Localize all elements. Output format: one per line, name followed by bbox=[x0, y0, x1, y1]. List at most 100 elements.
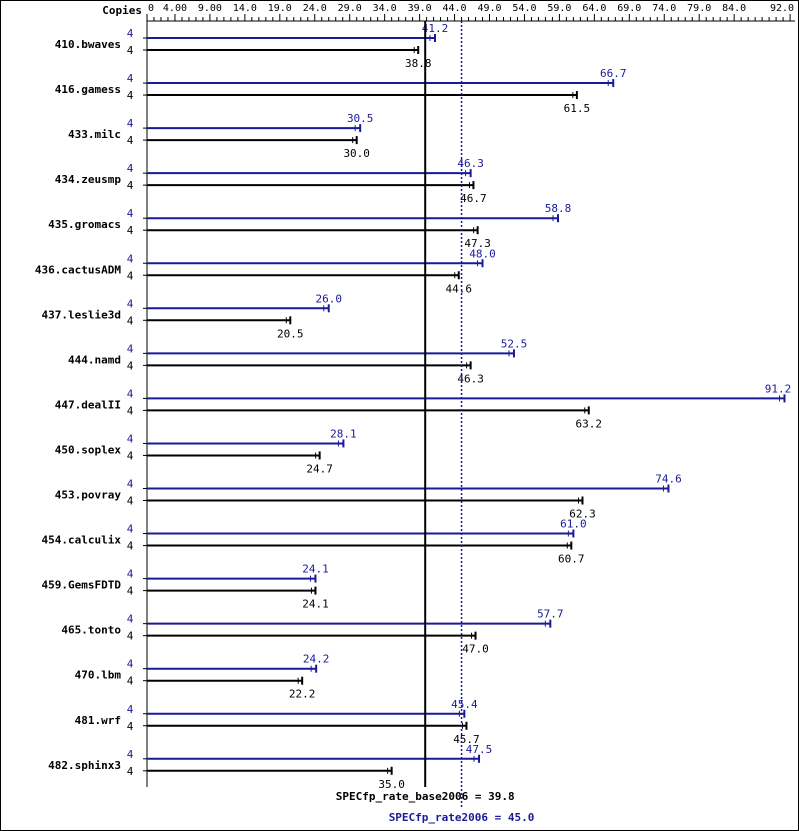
base-value-label: 30.0 bbox=[343, 147, 370, 160]
copies-base-label: 4 bbox=[127, 89, 134, 102]
copies-base-label: 4 bbox=[127, 585, 134, 598]
peak-value-label: 46.3 bbox=[457, 157, 484, 170]
x-tick-label: 19.0 bbox=[268, 3, 292, 14]
peak-value-label: 57.7 bbox=[537, 608, 564, 621]
peak-value-label: 61.0 bbox=[560, 518, 587, 531]
benchmark-label: 450.soplex bbox=[55, 443, 122, 456]
base-value-label: 24.7 bbox=[306, 462, 333, 475]
x-tick-label: 14.0 bbox=[233, 3, 257, 14]
copies-peak-label: 4 bbox=[127, 432, 134, 445]
copies-base-label: 4 bbox=[127, 765, 134, 778]
x-tick-label: 74.0 bbox=[652, 3, 676, 14]
base-value-label: 46.7 bbox=[460, 192, 487, 205]
x-tick-label: 79.0 bbox=[687, 3, 711, 14]
base-value-label: 62.3 bbox=[569, 508, 596, 521]
copies-base-label: 4 bbox=[127, 720, 134, 733]
copies-base-label: 4 bbox=[127, 540, 134, 553]
copies-peak-label: 4 bbox=[127, 72, 134, 85]
peak-value-label: 74.6 bbox=[655, 473, 682, 486]
base-value-label: 45.7 bbox=[453, 733, 480, 746]
copies-base-label: 4 bbox=[127, 495, 134, 508]
x-tick-label: 29.0 bbox=[338, 3, 362, 14]
x-tick-label: 9.00 bbox=[198, 3, 222, 14]
x-tick-label: 59.0 bbox=[547, 3, 571, 14]
copies-peak-label: 4 bbox=[127, 27, 134, 40]
peak-value-label: 26.0 bbox=[315, 292, 342, 305]
copies-peak-label: 4 bbox=[127, 207, 134, 220]
peak-value-label: 24.1 bbox=[302, 563, 329, 576]
benchmark-label: 459.GemsFDTD bbox=[42, 579, 122, 592]
base-value-label: 44.6 bbox=[446, 282, 473, 295]
peak-value-label: 47.5 bbox=[466, 743, 493, 756]
copies-base-label: 4 bbox=[127, 224, 134, 237]
peak-value-label: 48.0 bbox=[469, 247, 496, 260]
x-tick-label: 24.0 bbox=[303, 3, 327, 14]
copies-base-label: 4 bbox=[127, 314, 134, 327]
benchmark-label: 435.gromacs bbox=[48, 218, 121, 231]
copies-peak-label: 4 bbox=[127, 568, 134, 581]
benchmark-label: 436.cactusADM bbox=[35, 263, 121, 276]
copies-base-label: 4 bbox=[127, 269, 134, 282]
x-tick-label: 39.0 bbox=[408, 3, 432, 14]
base-reference-label: SPECfp_rate_base2006 = 39.8 bbox=[336, 790, 515, 803]
x-tick-label: 64.0 bbox=[582, 3, 606, 14]
peak-value-label: 41.2 bbox=[422, 22, 449, 35]
x-tick-label: 92.0 bbox=[770, 3, 794, 14]
base-value-label: 47.3 bbox=[464, 237, 491, 250]
peak-value-label: 30.5 bbox=[347, 112, 374, 125]
benchmark-label: 454.calculix bbox=[42, 534, 122, 547]
peak-value-label: 45.4 bbox=[451, 698, 478, 711]
benchmark-label: 410.bwaves bbox=[55, 38, 121, 51]
base-value-label: 22.2 bbox=[289, 688, 316, 701]
x-tick-label: 34.0 bbox=[373, 3, 397, 14]
base-value-label: 24.1 bbox=[302, 598, 329, 611]
base-value-label: 63.2 bbox=[576, 417, 603, 430]
copies-base-label: 4 bbox=[127, 404, 134, 417]
benchmark-label: 453.povray bbox=[55, 489, 122, 502]
copies-peak-label: 4 bbox=[127, 342, 134, 355]
peak-value-label: 28.1 bbox=[330, 427, 357, 440]
benchmark-label: 433.milc bbox=[68, 128, 121, 141]
x-tick-label: 44.0 bbox=[443, 3, 467, 14]
x-tick-label: 49.0 bbox=[477, 3, 501, 14]
base-value-label: 47.0 bbox=[462, 643, 489, 656]
copies-header: Copies bbox=[102, 4, 142, 17]
x-tick-label: 0 bbox=[148, 3, 154, 14]
base-value-label: 20.5 bbox=[277, 327, 304, 340]
copies-peak-label: 4 bbox=[127, 748, 134, 761]
peak-value-label: 24.2 bbox=[303, 653, 330, 666]
copies-base-label: 4 bbox=[127, 179, 134, 192]
base-value-label: 61.5 bbox=[564, 102, 591, 115]
copies-peak-label: 4 bbox=[127, 478, 134, 491]
benchmark-label: 437.leslie3d bbox=[42, 308, 121, 321]
copies-base-label: 4 bbox=[127, 675, 134, 688]
benchmark-label: 416.gamess bbox=[55, 83, 121, 96]
copies-base-label: 4 bbox=[127, 359, 134, 372]
base-value-label: 38.8 bbox=[405, 57, 432, 70]
benchmark-label: 482.sphinx3 bbox=[48, 759, 121, 772]
copies-base-label: 4 bbox=[127, 449, 134, 462]
copies-peak-label: 4 bbox=[127, 523, 134, 536]
copies-base-label: 4 bbox=[127, 44, 134, 57]
copies-peak-label: 4 bbox=[127, 703, 134, 716]
benchmark-label: 481.wrf bbox=[75, 714, 121, 727]
copies-peak-label: 4 bbox=[127, 117, 134, 130]
copies-peak-label: 4 bbox=[127, 658, 134, 671]
x-tick-label: 54.0 bbox=[512, 3, 536, 14]
benchmark-label: 470.lbm bbox=[75, 669, 122, 682]
copies-peak-label: 4 bbox=[127, 387, 134, 400]
benchmark-label: 447.dealII bbox=[55, 398, 121, 411]
peak-value-label: 58.8 bbox=[545, 202, 572, 215]
copies-base-label: 4 bbox=[127, 134, 134, 147]
peak-value-label: 66.7 bbox=[600, 67, 627, 80]
copies-peak-label: 4 bbox=[127, 252, 134, 265]
peak-value-label: 52.5 bbox=[501, 337, 528, 350]
x-tick-label: 69.0 bbox=[617, 3, 641, 14]
peak-reference-label: SPECfp_rate2006 = 45.0 bbox=[389, 811, 535, 824]
copies-peak-label: 4 bbox=[127, 162, 134, 175]
copies-peak-label: 4 bbox=[127, 297, 134, 310]
benchmark-label: 444.namd bbox=[68, 353, 121, 366]
base-value-label: 35.0 bbox=[378, 778, 405, 791]
benchmark-label: 434.zeusmp bbox=[55, 173, 122, 186]
